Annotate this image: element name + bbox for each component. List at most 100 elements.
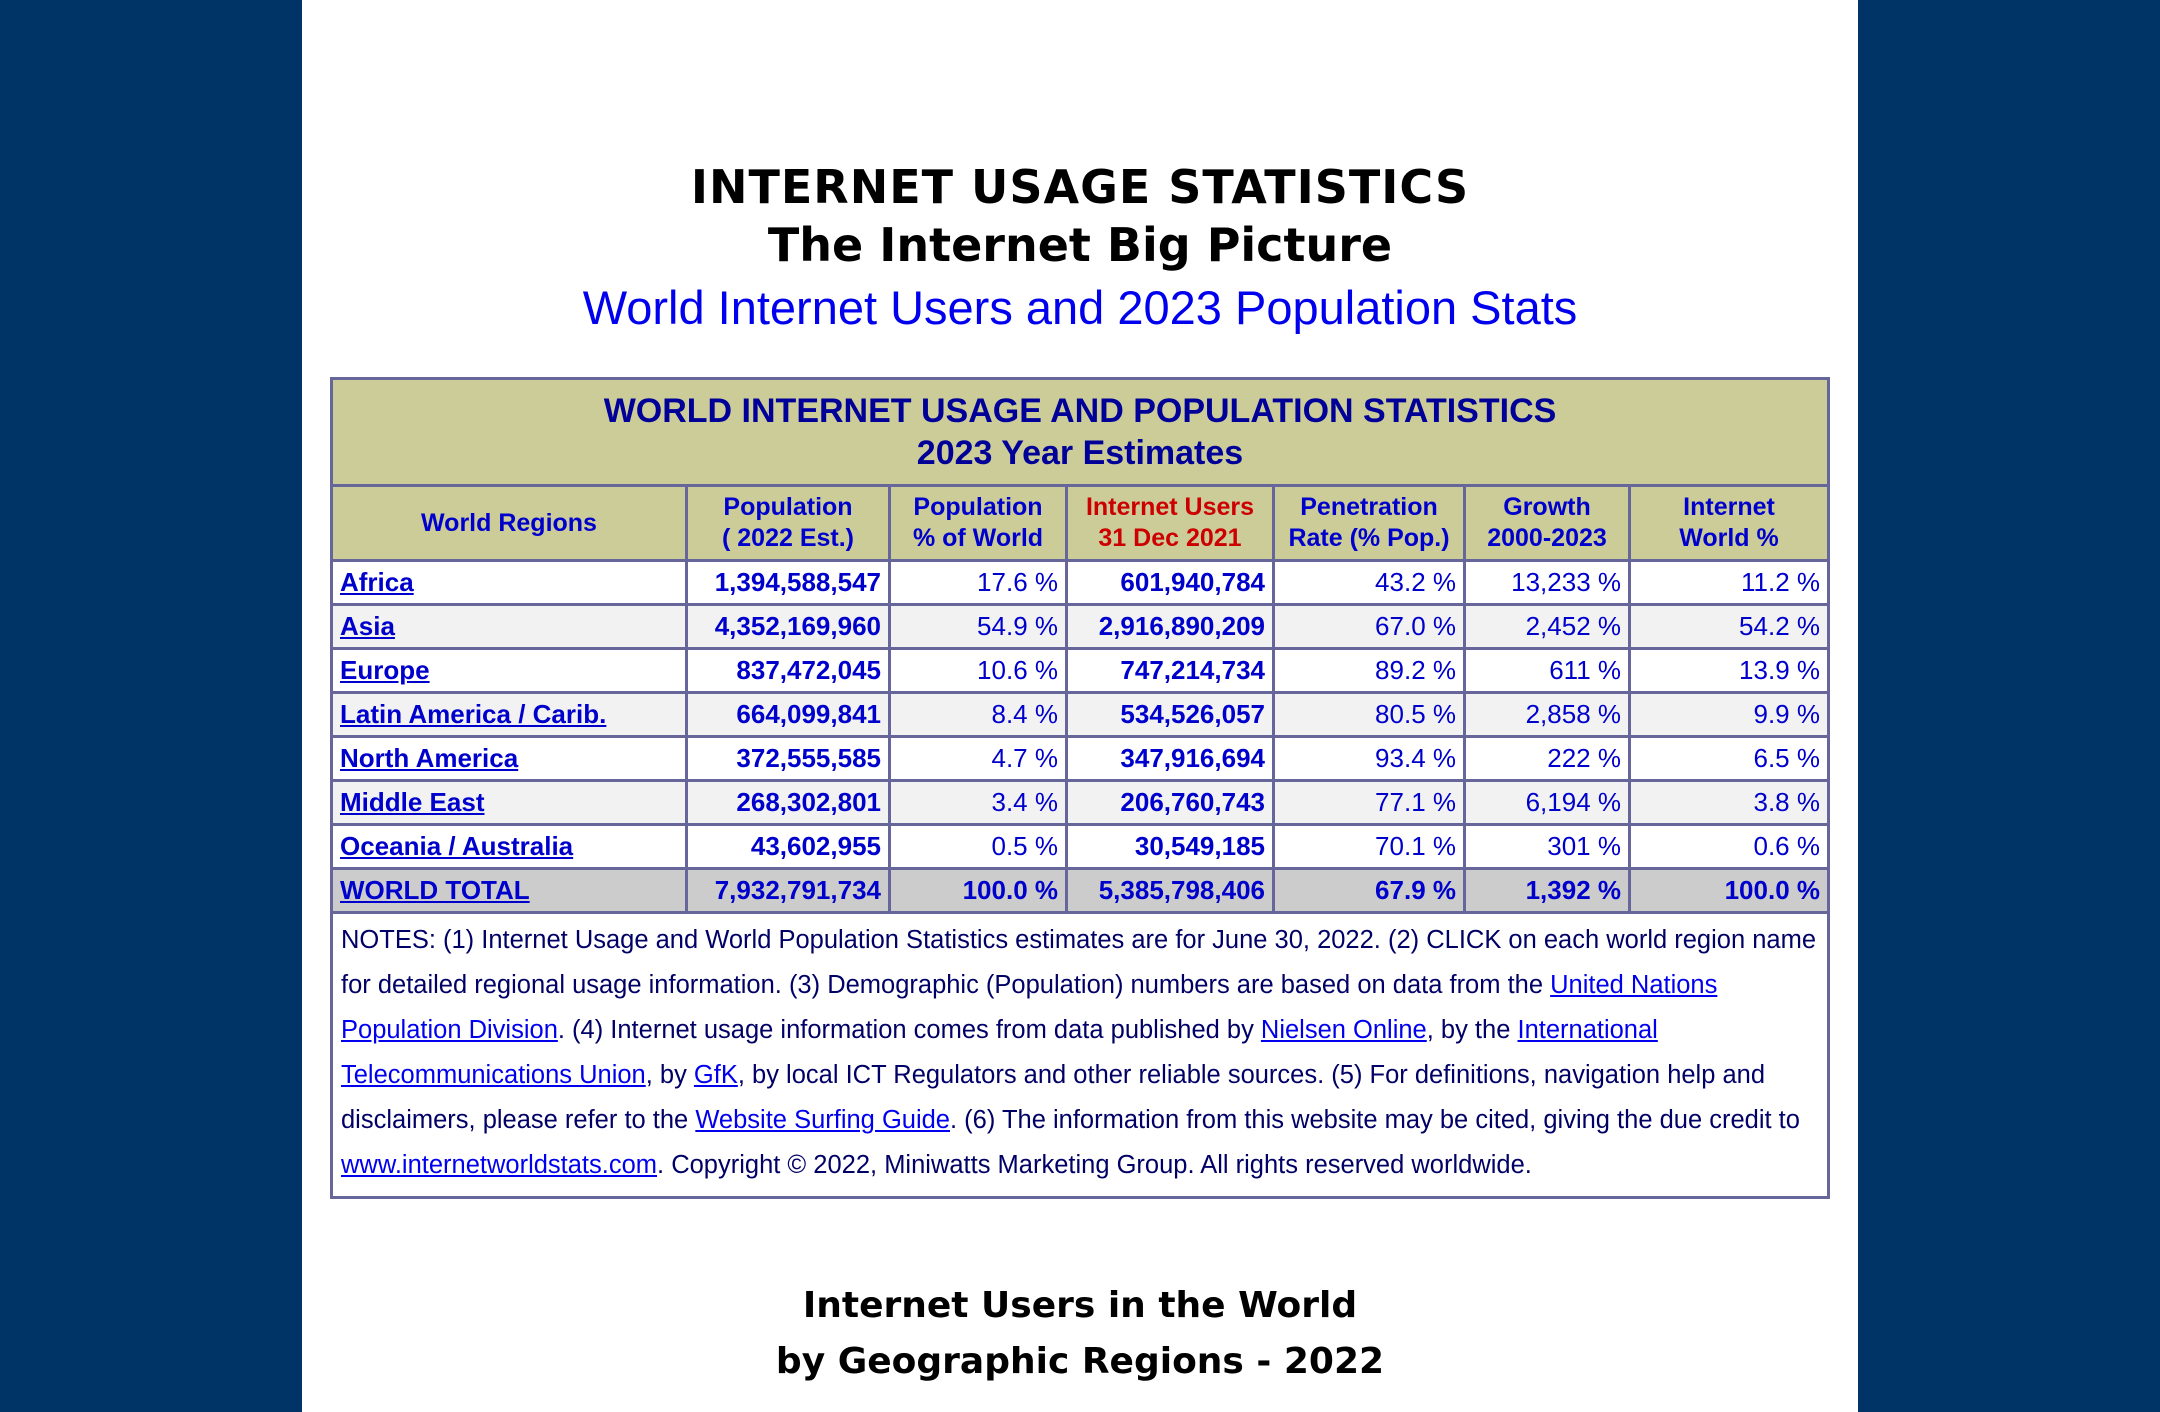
internet-users-cell: 2,916,890,209	[1065, 603, 1275, 650]
region-link-asia[interactable]: Asia	[340, 611, 395, 641]
internet-world-cell: 13.9 %	[1628, 647, 1830, 694]
growth-cell: 2,858 %	[1463, 691, 1631, 738]
page-title: INTERNET USAGE STATISTICS	[690, 160, 1470, 214]
growth-cell: 222 %	[1463, 735, 1631, 782]
column-header-population-percent: Population% of World	[888, 484, 1068, 562]
content-page: INTERNET USAGE STATISTICS The Internet B…	[302, 0, 1858, 1412]
table-row: Middle East 268,302,801 3.4 % 206,760,74…	[330, 779, 1830, 826]
internet-users-cell: 534,526,057	[1065, 691, 1275, 738]
table-row: Asia 4,352,169,960 54.9 % 2,916,890,209 …	[330, 603, 1830, 650]
column-header-regions: World Regions	[330, 484, 688, 562]
link-website-surfing-guide[interactable]: Website Surfing Guide	[695, 1106, 950, 1134]
link-itu[interactable]: International Telecommunications Union	[341, 1016, 1658, 1089]
internet-users-cell: 5,385,798,406	[1065, 867, 1275, 914]
notes-text: NOTES: (1) Internet Usage and World Popu…	[341, 926, 1817, 999]
penetration-cell: 89.2 %	[1272, 647, 1466, 694]
penetration-cell: 77.1 %	[1272, 779, 1466, 826]
column-header-growth: Growth 2000-2023	[1463, 484, 1631, 562]
population-cell: 43,602,955	[685, 823, 891, 870]
internet-world-cell: 9.9 %	[1628, 691, 1830, 738]
notes-text: , by	[645, 1061, 694, 1089]
internet-users-cell: 747,214,734	[1065, 647, 1275, 694]
population-percent-cell: 10.6 %	[888, 647, 1068, 694]
region-cell: Latin America / Carib.	[330, 691, 688, 738]
region-link-oceania[interactable]: Oceania / Australia	[340, 831, 574, 861]
growth-cell: 1,392 %	[1463, 867, 1631, 914]
growth-cell: 6,194 %	[1463, 779, 1631, 826]
table-row: Latin America / Carib. 664,099,841 8.4 %…	[330, 691, 1830, 738]
column-header-population: Population( 2022 Est.)	[685, 484, 891, 562]
region-cell: Africa	[330, 559, 688, 606]
region-cell: WORLD TOTAL	[330, 867, 688, 914]
link-gfk[interactable]: GfK	[693, 1061, 738, 1089]
region-link-europe[interactable]: Europe	[340, 655, 430, 685]
growth-cell: 13,233 %	[1463, 559, 1631, 606]
chart-heading-line-1: Internet Users in the World	[802, 1285, 1358, 1326]
internet-world-cell: 0.6 %	[1628, 823, 1830, 870]
column-header-penetration: Penetration Rate (% Pop.)	[1272, 484, 1466, 562]
region-link-africa[interactable]: Africa	[340, 567, 414, 597]
internet-users-cell: 30,549,185	[1065, 823, 1275, 870]
region-cell: Europe	[330, 647, 688, 694]
population-percent-cell: 4.7 %	[888, 735, 1068, 782]
internet-world-cell: 6.5 %	[1628, 735, 1830, 782]
internet-world-cell: 3.8 %	[1628, 779, 1830, 826]
penetration-cell: 80.5 %	[1272, 691, 1466, 738]
link-nielsen-online[interactable]: Nielsen Online	[1260, 1016, 1427, 1044]
table-row: North America 372,555,585 4.7 % 347,916,…	[330, 735, 1830, 782]
population-percent-cell: 8.4 %	[888, 691, 1068, 738]
penetration-cell: 67.9 %	[1272, 867, 1466, 914]
population-percent-cell: 17.6 %	[888, 559, 1068, 606]
population-cell: 837,472,045	[685, 647, 891, 694]
population-cell: 1,394,588,547	[685, 559, 891, 606]
column-header-internet-users: Internet Users 31 Dec 2021	[1065, 484, 1275, 562]
notes-text: . Copyright © 2022, Miniwatts Marketing …	[657, 1151, 1532, 1179]
penetration-cell: 70.1 %	[1272, 823, 1466, 870]
region-cell: North America	[330, 735, 688, 782]
notes-cell: NOTES: (1) Internet Usage and World Popu…	[330, 911, 1830, 1199]
internet-users-cell: 206,760,743	[1065, 779, 1275, 826]
population-cell: 7,932,791,734	[685, 867, 891, 914]
region-link-latin-america[interactable]: Latin America / Carib.	[340, 699, 607, 729]
table-caption: WORLD INTERNET USAGE AND POPULATION STAT…	[330, 377, 1830, 487]
population-percent-cell: 3.4 %	[888, 779, 1068, 826]
population-cell: 4,352,169,960	[685, 603, 891, 650]
region-cell: Oceania / Australia	[330, 823, 688, 870]
link-internetworldstats[interactable]: www.internetworldstats.com	[341, 1151, 658, 1179]
table-header-row: World Regions Population( 2022 Est.) Pop…	[330, 484, 1830, 562]
population-percent-cell: 0.5 %	[888, 823, 1068, 870]
growth-cell: 301 %	[1463, 823, 1631, 870]
population-percent-cell: 100.0 %	[888, 867, 1068, 914]
notes-text: . (4) Internet usage information comes f…	[557, 1016, 1261, 1044]
population-cell: 664,099,841	[685, 691, 891, 738]
table-row: Africa 1,394,588,547 17.6 % 601,940,784 …	[330, 559, 1830, 606]
growth-cell: 2,452 %	[1463, 603, 1631, 650]
internet-users-cell: 347,916,694	[1065, 735, 1275, 782]
column-header-internet-world: Internet World %	[1628, 484, 1830, 562]
region-link-middle-east[interactable]: Middle East	[340, 787, 485, 817]
table-row: Europe 837,472,045 10.6 % 747,214,734 89…	[330, 647, 1830, 694]
penetration-cell: 67.0 %	[1272, 603, 1466, 650]
internet-world-cell: 100.0 %	[1628, 867, 1830, 914]
page-heading-blue: World Internet Users and 2023 Population…	[582, 281, 1578, 334]
notes-text: , by the	[1426, 1016, 1518, 1044]
region-link-north-america[interactable]: North America	[340, 743, 519, 773]
link-united-nations[interactable]: United Nations Population Division	[341, 971, 1718, 1044]
internet-users-cell: 601,940,784	[1065, 559, 1275, 606]
notes-text: , by local ICT Regulators and other reli…	[341, 1061, 1766, 1134]
population-percent-cell: 54.9 %	[888, 603, 1068, 650]
internet-world-cell: 11.2 %	[1628, 559, 1830, 606]
table-row: Oceania / Australia 43,602,955 0.5 % 30,…	[330, 823, 1830, 870]
statistics-table: WORLD INTERNET USAGE AND POPULATION STAT…	[330, 377, 1830, 1199]
table-total-row: WORLD TOTAL 7,932,791,734 100.0 % 5,385,…	[330, 867, 1830, 914]
notes-text: . (6) The information from this website …	[950, 1106, 1800, 1134]
population-cell: 268,302,801	[685, 779, 891, 826]
table-caption-line-2: 2023 Year Estimates	[916, 434, 1244, 472]
region-cell: Asia	[330, 603, 688, 650]
population-cell: 372,555,585	[685, 735, 891, 782]
region-link-world-total[interactable]: WORLD TOTAL	[340, 875, 530, 905]
table-caption-line-1: WORLD INTERNET USAGE AND POPULATION STAT…	[603, 392, 1557, 430]
internet-world-cell: 54.2 %	[1628, 603, 1830, 650]
penetration-cell: 43.2 %	[1272, 559, 1466, 606]
page-subtitle: The Internet Big Picture	[767, 218, 1393, 272]
